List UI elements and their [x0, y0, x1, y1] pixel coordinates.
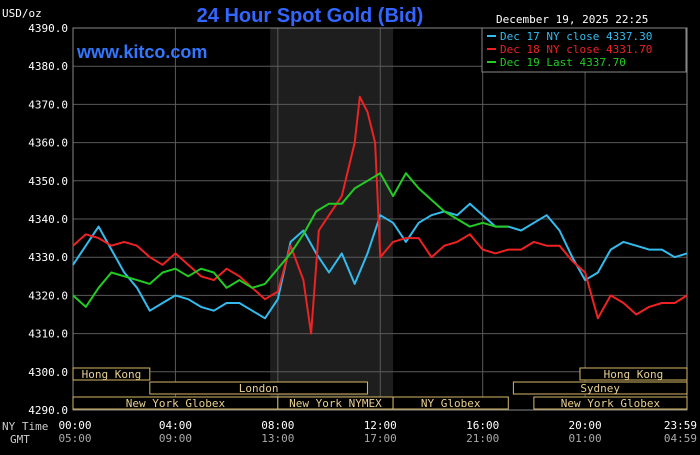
- y-axis-ticks: 4290.0 4300.0 4310.0 4320.0 4330.0 4340.0 4350…: [28, 22, 68, 417]
- y-tick-label: 4300.0: [28, 366, 68, 379]
- legend-entry: Dec 19 Last 4337.70: [500, 56, 626, 69]
- x-tick-label-ny: 16:00: [466, 419, 499, 432]
- session-bar: [72, 367, 151, 381]
- series-line: [72, 95, 688, 335]
- session-label: London: [239, 382, 279, 395]
- market-sessions: Hong Kong Hong Kong London Sydney New York G…: [72, 367, 688, 410]
- session-label: NY Globex: [421, 397, 481, 410]
- x-tick-label-gmt: 17:00: [364, 432, 397, 445]
- datetime-label: December 19, 2025 22:25: [496, 13, 648, 26]
- y-tick-label: 4340.0: [28, 213, 68, 226]
- watermark: www.kitco.com: [76, 42, 207, 62]
- x-tick-label-ny: 00:00: [58, 419, 91, 432]
- session-bar: [392, 396, 509, 410]
- session-bar: [579, 367, 688, 381]
- y-tick-label: 4350.0: [28, 175, 68, 188]
- legend-entry: Dec 17 NY close 4337.30: [500, 30, 652, 43]
- x-tick-label-ny: 23:59: [664, 419, 697, 432]
- ny-time-label: NY Time: [2, 420, 48, 433]
- y-tick-label: 4370.0: [28, 98, 68, 111]
- legend-box: [481, 27, 687, 73]
- session-bar: [149, 381, 368, 395]
- x-axis-ticks: 00:00 04:00 08:00 12:00 16:00 20:00 23:59 05:00…: [58, 419, 697, 445]
- y-tick-label: 4380.0: [28, 60, 68, 73]
- session-label: New York Globex: [126, 397, 226, 410]
- session-bar: [512, 381, 688, 395]
- legend-entry: Dec 18 NY close 4331.70: [500, 43, 652, 56]
- chart-title: 24 Hour Spot Gold (Bid): [197, 5, 424, 27]
- session-label: New York NYMEX: [289, 397, 382, 410]
- gmt-label: GMT: [10, 433, 30, 446]
- unit-label: USD/oz: [2, 7, 42, 20]
- y-tick-label: 4360.0: [28, 137, 68, 150]
- x-tick-label-gmt: 01:00: [569, 432, 602, 445]
- x-tick-label-ny: 08:00: [261, 419, 294, 432]
- y-tick-label: 4290.0: [28, 404, 68, 417]
- grid-lines: [72, 27, 688, 411]
- price-series: [72, 95, 688, 335]
- y-tick-label: 4330.0: [28, 251, 68, 264]
- y-tick-label: 4320.0: [28, 289, 68, 302]
- series-line: [72, 202, 688, 320]
- x-tick-label-gmt: 04:59: [664, 432, 697, 445]
- x-tick-label-gmt: 21:00: [466, 432, 499, 445]
- y-tick-label: 4310.0: [28, 328, 68, 341]
- plot-border: [72, 27, 688, 411]
- session-label: Hong Kong: [82, 368, 142, 381]
- x-tick-label-gmt: 13:00: [261, 432, 294, 445]
- session-label: Sydney: [580, 382, 620, 395]
- series-line: [72, 172, 509, 308]
- x-tick-label-gmt: 09:00: [159, 432, 192, 445]
- session-bar: [533, 396, 688, 410]
- x-tick-label-gmt: 05:00: [58, 432, 91, 445]
- x-tick-label-ny: 20:00: [569, 419, 602, 432]
- session-label: Hong Kong: [604, 368, 664, 381]
- x-tick-label-ny: 12:00: [364, 419, 397, 432]
- x-tick-label-ny: 04:00: [159, 419, 192, 432]
- y-tick-label: 4390.0: [28, 22, 68, 35]
- session-label: New York Globex: [561, 397, 661, 410]
